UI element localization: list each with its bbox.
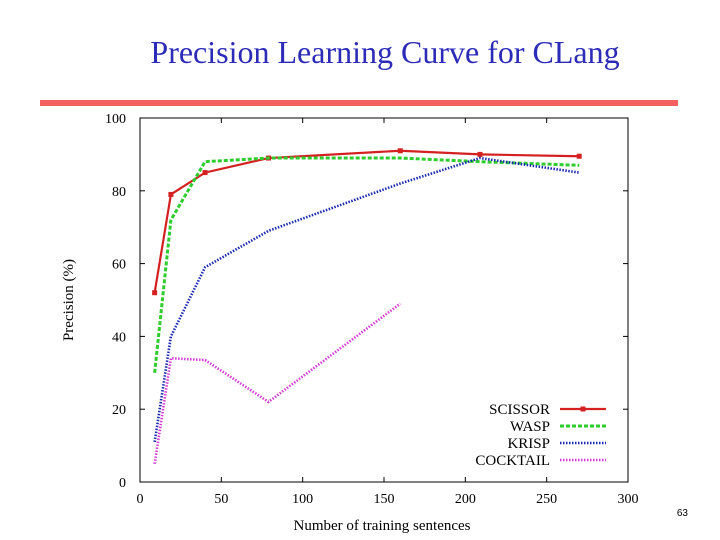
y-tick-label-40: 40 [112, 330, 126, 345]
x-tick-label-300: 300 [618, 492, 639, 507]
x-tick-label-150: 150 [374, 492, 395, 507]
x-tick-label-200: 200 [455, 492, 476, 507]
point-scissor-0 [152, 290, 158, 296]
page-number: 63 [676, 508, 688, 519]
point-scissor-5 [477, 151, 483, 157]
slide-title: Precision Learning Curve for CLang [150, 34, 620, 70]
y-tick-label-0: 0 [119, 476, 126, 491]
title-underline [40, 100, 678, 106]
series-line-wasp [153, 156, 580, 373]
plot-frame [139, 117, 629, 483]
x-tick-label-0: 0 [137, 492, 144, 507]
x-tick-label-50: 50 [214, 492, 228, 507]
y-tick-label-20: 20 [112, 403, 126, 418]
x-tick-label-250: 250 [536, 492, 557, 507]
point-scissor-1 [168, 191, 174, 197]
series-line-cocktail [153, 302, 402, 464]
legend-marker-scissor [580, 406, 586, 412]
point-scissor-6 [576, 153, 582, 159]
legend-label-scissor: SCISSOR [489, 402, 550, 418]
y-tick-label-100: 100 [105, 112, 126, 127]
legend-label-krisp: KRISP [507, 436, 550, 452]
legend-label-wasp: WASP [510, 419, 550, 435]
y-tick-label-60: 60 [112, 258, 126, 273]
point-scissor-4 [397, 148, 403, 154]
point-scissor-2 [202, 170, 208, 176]
y-tick-label-80: 80 [112, 185, 126, 200]
legend-label-cocktail: COCKTAIL [475, 453, 550, 469]
x-axis-label: Number of training sentences [293, 518, 470, 534]
series-line-scissor [153, 149, 580, 293]
y-axis-label: Precision (%) [61, 259, 77, 341]
x-tick-label-100: 100 [292, 492, 313, 507]
series-line-krisp [153, 156, 580, 443]
